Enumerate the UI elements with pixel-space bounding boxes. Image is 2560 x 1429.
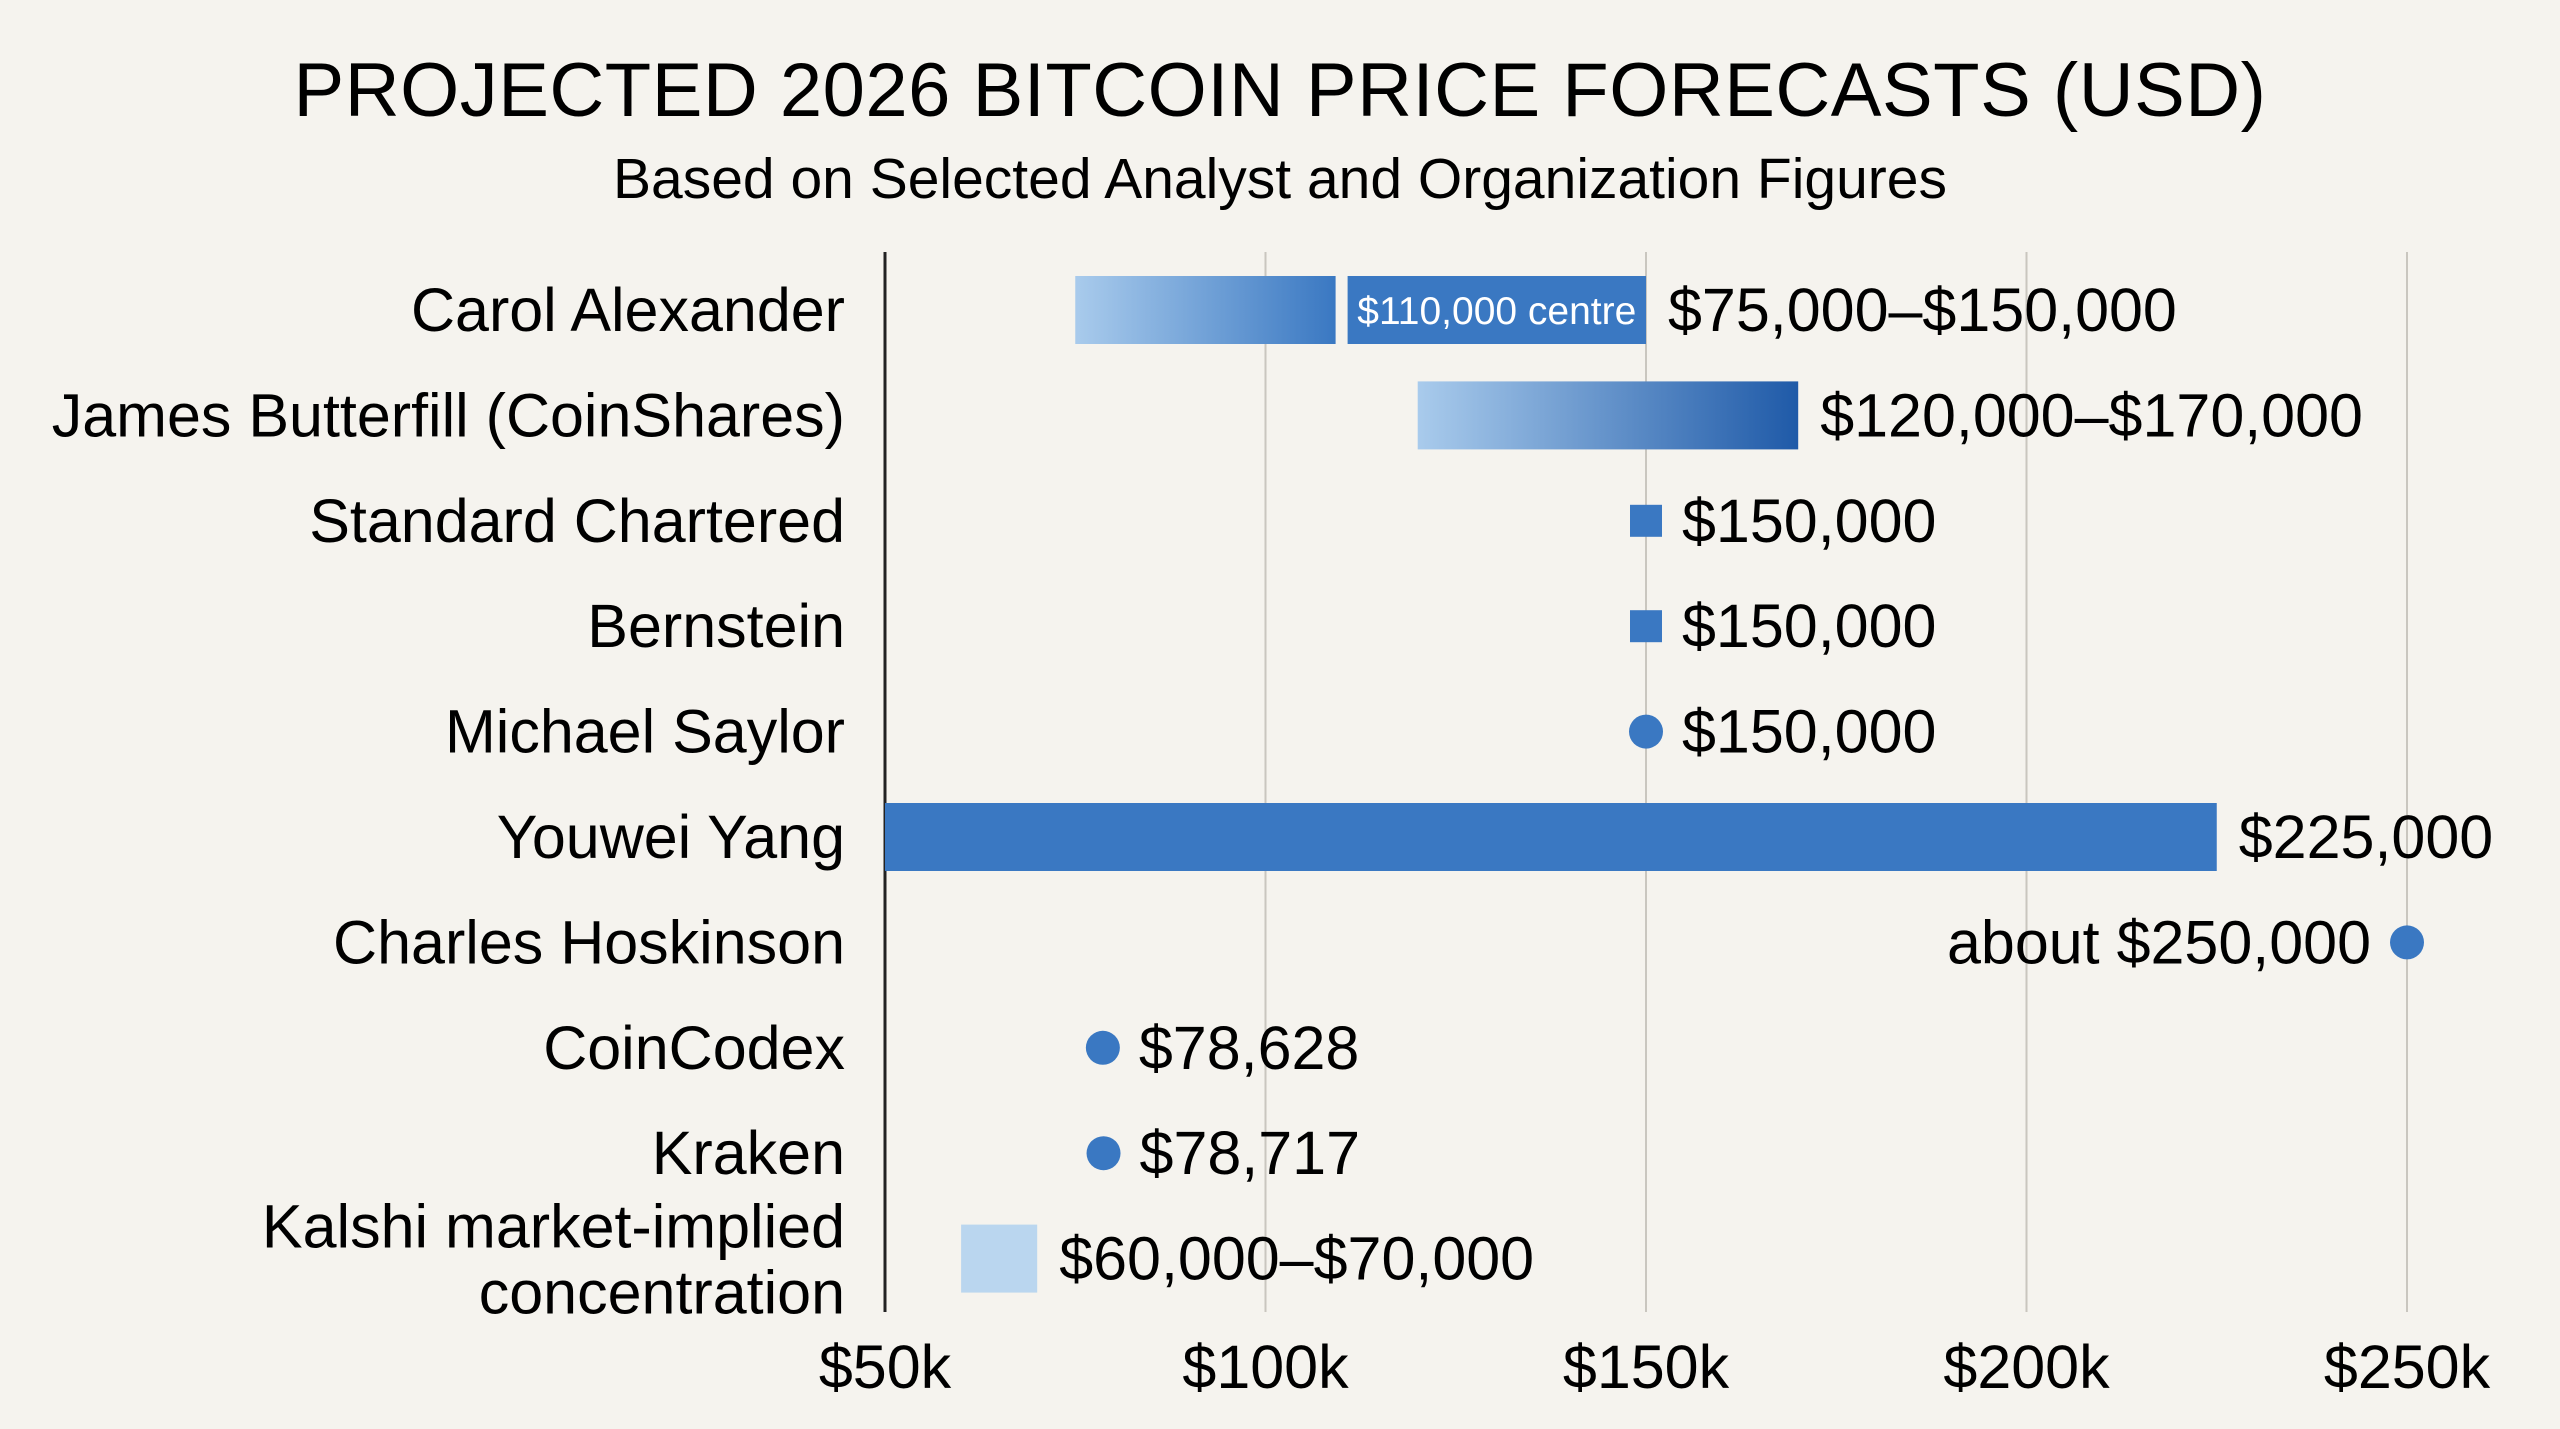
centre-label: $110,000 centre bbox=[1357, 290, 1636, 333]
square-marker bbox=[1630, 610, 1662, 643]
x-tick-label: $100k bbox=[1182, 1333, 1349, 1401]
value-label: $78,717 bbox=[1140, 1119, 1361, 1187]
row-label: Bernstein bbox=[587, 592, 845, 660]
row-label: Standard Chartered bbox=[309, 487, 845, 555]
value-label: $150,000 bbox=[1682, 698, 1936, 766]
chart-subtitle: Based on Selected Analyst and Organizati… bbox=[613, 147, 1947, 211]
x-tick-label: $200k bbox=[1943, 1333, 2110, 1401]
data-marks: $110,000 centre $75,000–$150,000 $120,000–… bbox=[885, 276, 2493, 1293]
value-label: $75,000–$150,000 bbox=[1668, 276, 2177, 344]
range-bar bbox=[961, 1224, 1038, 1293]
row-label: Michael Saylor bbox=[445, 698, 845, 766]
row-label: Youwei Yang bbox=[497, 803, 845, 871]
row-label: CoinCodex bbox=[543, 1014, 845, 1082]
x-tick-label: $150k bbox=[1563, 1333, 1730, 1401]
value-bar bbox=[885, 803, 2217, 871]
value-label: $150,000 bbox=[1682, 592, 1936, 660]
x-tick-label: $250k bbox=[2324, 1333, 2491, 1401]
chart-title: PROJECTED 2026 BITCOIN PRICE FORECASTS (… bbox=[294, 48, 2267, 133]
dot-marker bbox=[1086, 1136, 1121, 1171]
value-label: $150,000 bbox=[1682, 487, 1936, 555]
row-label: concentration bbox=[479, 1259, 845, 1327]
value-label: about $250,000 bbox=[1947, 908, 2371, 976]
dot-marker bbox=[1085, 1030, 1120, 1065]
x-tick-label: $50k bbox=[819, 1333, 952, 1401]
range-bar-upper bbox=[1347, 276, 1646, 344]
row-label: Kraken bbox=[652, 1119, 845, 1187]
row-label: Kalshi market-implied bbox=[262, 1193, 845, 1261]
square-marker bbox=[1630, 504, 1662, 537]
value-label: $60,000–$70,000 bbox=[1059, 1225, 1534, 1293]
range-bar-lower bbox=[1075, 276, 1336, 344]
value-label: $225,000 bbox=[2239, 803, 2493, 871]
x-axis-ticks: $50k $100k $150k $200k $250k bbox=[819, 1333, 2491, 1401]
row-labels: Carol Alexander James Butterfill (CoinSha… bbox=[52, 276, 845, 1327]
row-label: Charles Hoskinson bbox=[333, 908, 845, 976]
dot-marker bbox=[2390, 925, 2424, 960]
range-bar bbox=[1417, 381, 1799, 450]
value-label: $120,000–$170,000 bbox=[1820, 381, 2363, 449]
dot-marker bbox=[1629, 714, 1663, 749]
value-label: $78,628 bbox=[1139, 1014, 1360, 1082]
row-label: James Butterfill (CoinShares) bbox=[52, 381, 845, 449]
row-label: Carol Alexander bbox=[411, 276, 845, 344]
